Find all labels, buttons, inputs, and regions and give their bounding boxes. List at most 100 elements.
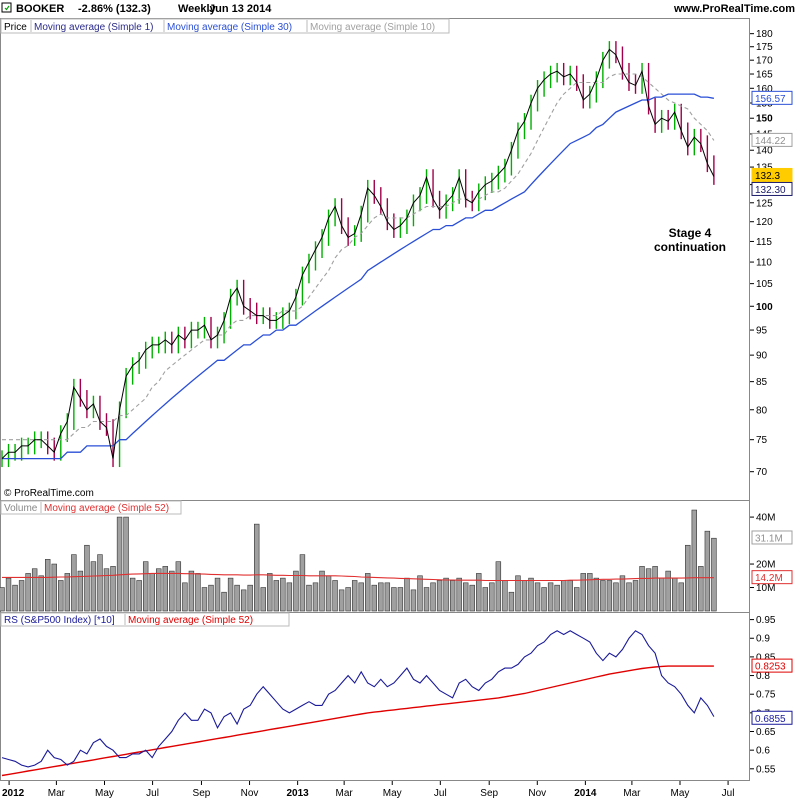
volume-bar bbox=[71, 554, 77, 612]
x-tick-label: Jul bbox=[722, 788, 735, 799]
price-tick-label: 85 bbox=[756, 377, 768, 388]
x-tick-label: 2013 bbox=[287, 788, 310, 799]
legend-rs-ma[interactable]: Moving average (Simple 52) bbox=[128, 615, 253, 626]
volume-bar bbox=[293, 570, 299, 612]
price-tick-label: 110 bbox=[756, 258, 772, 269]
volume-bar bbox=[325, 575, 332, 612]
price-tick-label: 70 bbox=[756, 467, 768, 478]
price-series bbox=[1, 41, 715, 468]
volume-bar bbox=[430, 582, 436, 612]
rs-tick-label: 0.55 bbox=[756, 764, 776, 775]
rs-series bbox=[1, 630, 715, 777]
volume-bar bbox=[574, 587, 580, 612]
volume-value-box: 31.1M bbox=[751, 530, 793, 545]
volume-bar bbox=[632, 580, 639, 612]
x-tick-label: Mar bbox=[623, 788, 641, 799]
volume-bar bbox=[116, 516, 123, 612]
volume-bar bbox=[338, 589, 345, 612]
volume-bar bbox=[515, 575, 521, 612]
volume-bar bbox=[580, 573, 586, 612]
legend-volume-ma[interactable]: Moving average (Simple 52) bbox=[44, 503, 169, 514]
rs-ma-value-box: 0.8253 bbox=[751, 658, 793, 673]
legend-rs[interactable]: RS (S&P500 Index) [*10] bbox=[4, 615, 115, 626]
volume-series bbox=[0, 509, 717, 612]
legend-ma1[interactable]: Moving average (Simple 1) bbox=[34, 22, 154, 33]
chart-menu-icon[interactable] bbox=[1, 2, 12, 13]
volume-bar bbox=[404, 577, 410, 612]
volume-bar bbox=[593, 577, 600, 612]
volume-bar bbox=[332, 580, 338, 612]
x-tick-label: May bbox=[95, 788, 114, 799]
last-close-box: 132.30 bbox=[751, 181, 793, 196]
volume-bar bbox=[149, 573, 155, 612]
volume-bar bbox=[319, 570, 325, 612]
volume-bar bbox=[162, 566, 168, 612]
volume-bar bbox=[358, 582, 364, 612]
last-price-box: 132.3 bbox=[751, 167, 793, 182]
price-tick-label: 75 bbox=[756, 435, 768, 446]
price-tick-label: 125 bbox=[756, 198, 773, 209]
volume-bar bbox=[469, 584, 475, 612]
price-tick-label: 175 bbox=[756, 42, 773, 53]
volume-bar bbox=[136, 580, 142, 612]
volume-bar bbox=[554, 584, 560, 612]
svg-text:0.8253: 0.8253 bbox=[755, 662, 786, 673]
volume-bar bbox=[18, 580, 25, 612]
volume-bar bbox=[547, 582, 554, 612]
volume-bar bbox=[25, 573, 31, 612]
volume-bar bbox=[90, 561, 97, 612]
check-icon bbox=[4, 5, 10, 11]
svg-text:0.6855: 0.6855 bbox=[755, 714, 786, 725]
volume-bar bbox=[208, 584, 214, 612]
price-tick-label: 90 bbox=[756, 351, 768, 362]
volume-bar bbox=[463, 582, 469, 612]
volume-bar bbox=[521, 580, 528, 612]
volume-bar bbox=[84, 544, 90, 612]
legend-ma10[interactable]: Moving average (Simple 10) bbox=[310, 22, 435, 33]
volume-tick-label: 40M bbox=[756, 513, 775, 524]
legend-volume[interactable]: Volume bbox=[4, 503, 38, 514]
x-tick-label: Mar bbox=[336, 788, 354, 799]
volume-bar bbox=[201, 587, 208, 612]
volume-bar bbox=[299, 554, 306, 612]
volume-bar bbox=[698, 566, 704, 612]
price-tick-label: 115 bbox=[756, 237, 772, 248]
ma30-value-box: 156.57 bbox=[751, 90, 793, 105]
volume-bar bbox=[645, 568, 652, 612]
ma10-value-box: 144.22 bbox=[751, 132, 793, 147]
volume-bar bbox=[665, 570, 671, 612]
rs-legend: RS (S&P500 Index) [*10] Moving average (… bbox=[0, 612, 290, 627]
volume-ma-line bbox=[2, 572, 714, 582]
x-tick-label: Nov bbox=[241, 788, 259, 799]
volume-bar bbox=[567, 580, 573, 612]
x-tick-label: Jul bbox=[146, 788, 159, 799]
volume-bar bbox=[97, 554, 103, 612]
volume-bar bbox=[397, 587, 404, 612]
volume-bar bbox=[64, 573, 71, 612]
volume-bar bbox=[227, 577, 234, 612]
volume-bar bbox=[0, 587, 5, 612]
volume-bar bbox=[234, 584, 240, 612]
volume-bar bbox=[280, 577, 286, 612]
volume-bar bbox=[240, 589, 247, 612]
volume-bar bbox=[175, 561, 182, 612]
volume-bar bbox=[378, 582, 384, 612]
svg-text:132.30: 132.30 bbox=[755, 185, 786, 196]
header-period: Weekly bbox=[178, 3, 217, 15]
x-tick-label: May bbox=[671, 788, 690, 799]
volume-bar bbox=[38, 575, 44, 612]
volume-bar bbox=[51, 563, 57, 612]
legend-price[interactable]: Price bbox=[4, 22, 27, 33]
volume-bar bbox=[188, 570, 195, 612]
volume-bar bbox=[678, 582, 684, 612]
volume-bar bbox=[476, 573, 482, 612]
volume-bar bbox=[371, 584, 377, 612]
volume-bar bbox=[560, 580, 567, 612]
volume-bar bbox=[31, 568, 38, 612]
price-tick-label: 180 bbox=[756, 29, 773, 40]
volume-bar bbox=[606, 580, 613, 612]
legend-ma30[interactable]: Moving average (Simple 30) bbox=[167, 22, 292, 33]
volume-bar bbox=[384, 582, 391, 612]
volume-bar bbox=[142, 561, 149, 612]
